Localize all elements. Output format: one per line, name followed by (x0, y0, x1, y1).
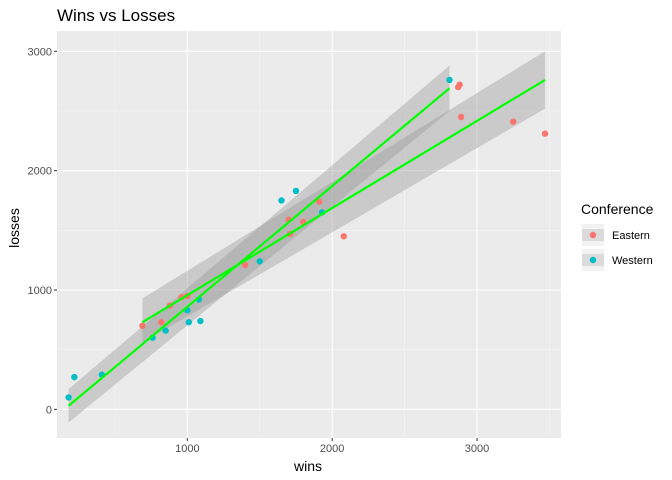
chart-title: Wins vs Losses (57, 6, 175, 25)
y-tick-label: 2000 (28, 166, 52, 178)
legend-label-eastern: Eastern (612, 230, 650, 242)
y-tick-label: 0 (46, 404, 52, 416)
y-axis-ticks: 0 1000 2000 3000 (28, 46, 57, 416)
legend-label-western: Western (612, 255, 653, 267)
x-tick-label: 3000 (465, 443, 489, 455)
y-tick-label: 3000 (28, 46, 52, 58)
confidence-band-western (68, 65, 450, 423)
x-tick-label: 1000 (175, 443, 199, 455)
data-point-eastern (510, 118, 517, 125)
legend-title: Conference (581, 201, 654, 217)
data-point-western (71, 373, 78, 381)
x-axis-ticks: 1000 2000 3000 (175, 438, 489, 455)
y-tick-label: 1000 (28, 285, 52, 297)
data-point-western (278, 197, 285, 204)
data-point-western (185, 319, 192, 326)
data-point-eastern (541, 130, 549, 137)
data-point-western (197, 317, 204, 325)
legend-marker-western (589, 256, 597, 264)
x-axis-title: wins (293, 458, 322, 474)
fit-line-western (67, 87, 451, 407)
data-point-western (162, 327, 169, 334)
data-point-eastern (456, 81, 463, 88)
confidence-band-eastern (142, 51, 546, 343)
data-point-western (65, 394, 72, 401)
data-point-western (292, 187, 300, 195)
confidence-bands (68, 51, 546, 423)
data-point-eastern (158, 319, 165, 326)
data-point-eastern (457, 113, 465, 121)
y-axis-title: losses (6, 208, 22, 248)
data-point-western (446, 76, 453, 84)
data-point-eastern (315, 198, 323, 205)
fit-line-eastern (141, 78, 546, 324)
fit-lines (67, 78, 546, 407)
data-point-western (256, 258, 263, 265)
x-tick-label: 2000 (320, 443, 344, 455)
grid (57, 31, 561, 438)
legend: Conference Eastern Western (581, 201, 654, 271)
data-point-eastern (340, 233, 347, 240)
data-point-eastern (242, 261, 249, 269)
data-point-eastern (139, 322, 146, 330)
legend-marker-eastern (589, 231, 597, 239)
